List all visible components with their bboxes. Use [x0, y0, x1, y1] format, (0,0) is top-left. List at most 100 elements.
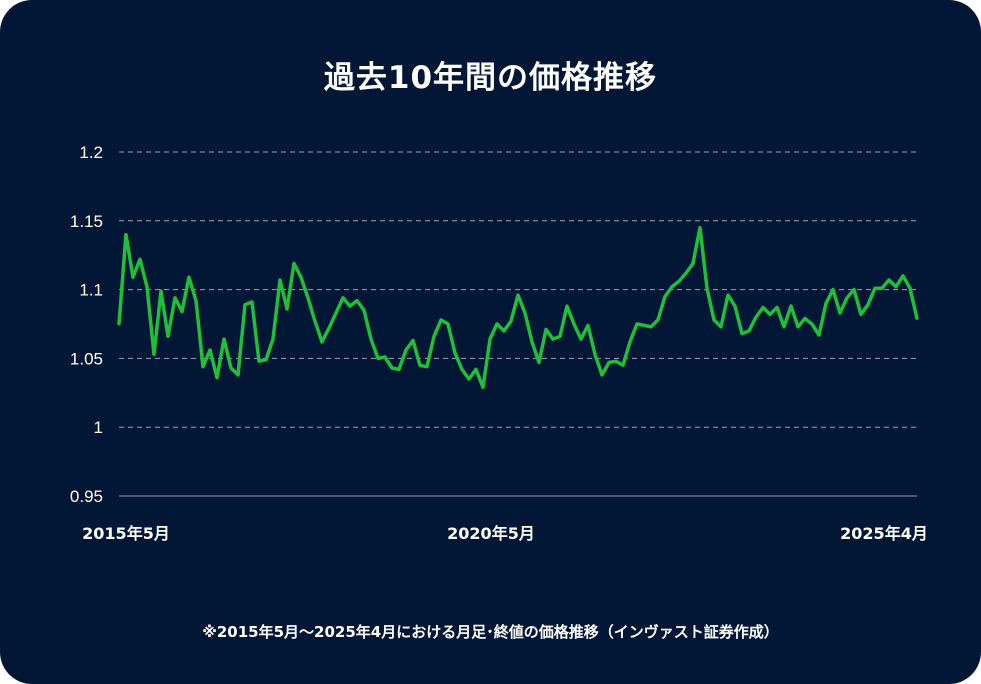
data-point: [796, 325, 800, 329]
data-point: [334, 311, 338, 315]
data-point: [635, 322, 639, 326]
data-point: [670, 285, 674, 289]
data-point: [894, 285, 898, 289]
data-point: [628, 340, 632, 344]
data-point: [166, 334, 170, 338]
data-point: [250, 300, 254, 304]
data-point: [782, 325, 786, 329]
data-point: [607, 361, 611, 365]
data-point: [768, 312, 772, 316]
data-point: [621, 363, 625, 367]
data-point: [866, 303, 870, 307]
data-point: [418, 363, 422, 367]
data-point: [397, 367, 401, 371]
y-tick-label: 1.15: [70, 212, 103, 231]
data-point: [292, 261, 296, 265]
data-point: [306, 296, 310, 300]
data-point: [551, 337, 555, 341]
x-tick-label: 2015年5月: [82, 524, 170, 543]
chart-footnote: ※2015年5月～2025年4月における月足･終値の価格推移（インヴァスト証券作…: [202, 623, 779, 641]
data-point: [257, 359, 261, 363]
data-point: [586, 323, 590, 327]
data-point: [278, 278, 282, 282]
data-point: [901, 274, 905, 278]
x-tick-label: 2025年4月: [840, 524, 928, 543]
data-point: [537, 361, 541, 365]
data-point: [733, 304, 737, 308]
y-tick-label: 1.2: [79, 143, 103, 162]
data-point: [523, 311, 527, 315]
data-point: [502, 329, 506, 333]
data-point: [698, 226, 702, 230]
data-point: [740, 332, 744, 336]
data-point: [187, 275, 191, 279]
data-point: [341, 296, 345, 300]
data-point: [684, 271, 688, 275]
data-point: [460, 367, 464, 371]
data-point: [411, 339, 415, 343]
data-point: [852, 288, 856, 292]
data-point: [824, 301, 828, 305]
data-point: [194, 299, 198, 303]
data-point: [327, 326, 331, 330]
data-point: [467, 377, 471, 381]
data-point: [285, 307, 289, 311]
data-point: [726, 293, 730, 297]
data-point: [544, 328, 548, 332]
data-point: [908, 286, 912, 290]
data-point: [754, 315, 758, 319]
data-point: [859, 312, 863, 316]
data-point: [495, 322, 499, 326]
data-point: [789, 304, 793, 308]
data-point: [691, 261, 695, 265]
data-point: [222, 337, 226, 341]
price-series-line: [117, 225, 919, 390]
data-point: [439, 318, 443, 322]
y-tick-label: 1.1: [79, 281, 103, 300]
data-point: [509, 319, 513, 323]
data-point: [215, 376, 219, 380]
data-point: [390, 366, 394, 370]
data-point: [712, 318, 716, 322]
data-point: [593, 352, 597, 356]
data-point: [173, 296, 177, 300]
data-point: [376, 356, 380, 360]
data-point: [845, 296, 849, 300]
data-point: [558, 334, 562, 338]
y-tick-label: 0.95: [70, 487, 103, 506]
x-tick-label: 2020年5月: [447, 524, 535, 543]
data-point: [446, 322, 450, 326]
data-point: [887, 278, 891, 282]
data-point: [208, 348, 212, 352]
chart-title: 過去10年間の価格推移: [323, 60, 658, 96]
data-point: [131, 275, 135, 279]
data-point: [271, 337, 275, 341]
data-point: [810, 322, 814, 326]
data-point: [831, 288, 835, 292]
data-point: [138, 257, 142, 261]
data-point: [348, 304, 352, 308]
data-point: [705, 286, 709, 290]
data-point: [775, 305, 779, 309]
data-point: [355, 299, 359, 303]
data-point: [432, 334, 436, 338]
data-point: [656, 318, 660, 322]
data-point: [474, 367, 478, 371]
data-point: [579, 337, 583, 341]
data-point: [159, 289, 163, 293]
data-point: [817, 333, 821, 337]
data-point: [320, 340, 324, 344]
data-point: [124, 233, 128, 237]
data-point: [481, 385, 485, 389]
data-point: [572, 322, 576, 326]
data-point: [425, 365, 429, 369]
data-point: [761, 305, 765, 309]
data-point: [600, 373, 604, 377]
data-point: [747, 329, 751, 333]
data-point: [516, 293, 520, 297]
data-point: [236, 373, 240, 377]
data-point: [152, 352, 156, 356]
data-point: [362, 308, 366, 312]
